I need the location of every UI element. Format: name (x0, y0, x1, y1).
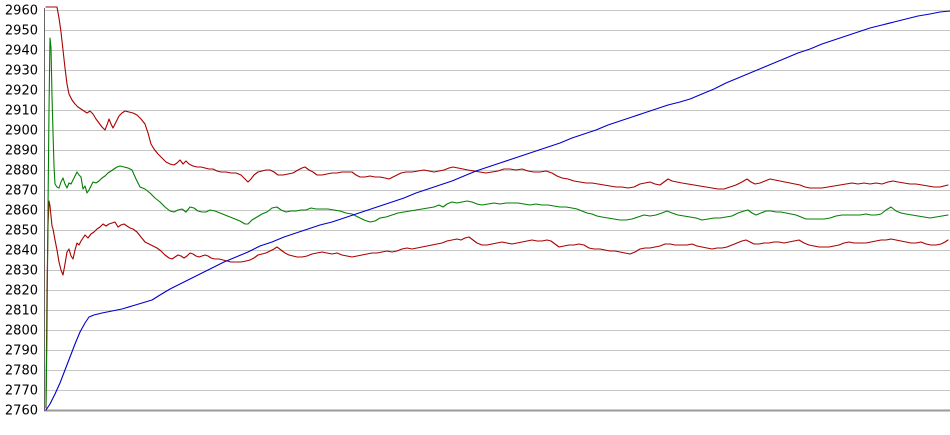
series-upper-band-red-line (45, 6, 949, 190)
y-axis-tick-label: 2790 (5, 344, 38, 359)
y-axis-tick-label: 2910 (5, 104, 38, 119)
y-axis-tick-label: 2830 (5, 264, 38, 279)
y-axis-tick-label: 2840 (5, 244, 38, 259)
y-axis-tick-label: 2920 (5, 84, 38, 99)
y-axis-tick-label: 2900 (5, 124, 38, 139)
y-axis-labels: 2960 2950 2940 2930 2920 2910 2900 2890 2880 2870… (5, 4, 38, 419)
y-axis-tick-label: 2850 (5, 224, 38, 239)
y-axis-tick-label: 2800 (5, 324, 38, 339)
y-axis-tick-label: 2930 (5, 64, 38, 79)
series-group (45, 6, 950, 411)
series-cumulative-blue-line (45, 10, 950, 411)
series-lower-band-red-line (45, 200, 949, 409)
series-middle-green-line (45, 37, 949, 407)
gridlines (44, 10, 950, 412)
y-axis-tick-label: 2880 (5, 164, 38, 179)
y-axis-tick-label: 2810 (5, 304, 38, 319)
y-axis-tick-label: 2890 (5, 144, 38, 159)
y-axis-tick-label: 2950 (5, 24, 38, 39)
y-axis-tick-label: 2760 (5, 404, 38, 419)
y-axis-tick-label: 2940 (5, 44, 38, 59)
y-axis-tick-label: 2820 (5, 284, 38, 299)
y-axis-tick-label: 2780 (5, 364, 38, 379)
y-axis-tick-label: 2960 (5, 4, 38, 19)
y-axis-tick-label: 2870 (5, 184, 38, 199)
y-axis-tick-label: 2860 (5, 204, 38, 219)
y-axis-tick-label: 2770 (5, 384, 38, 399)
